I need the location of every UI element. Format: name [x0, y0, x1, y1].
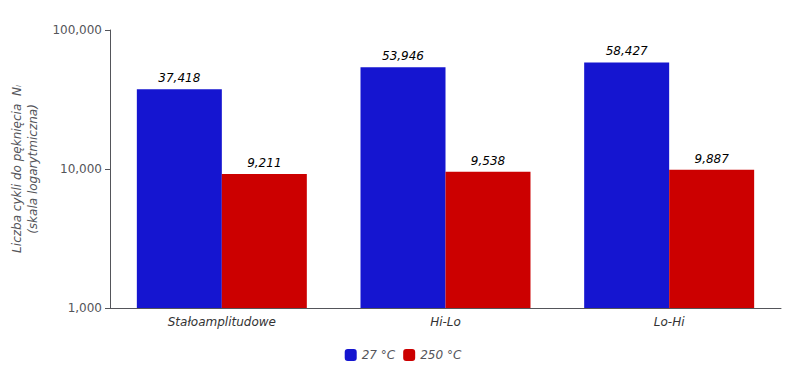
- svg-text:27 °C: 27 °C: [362, 348, 396, 362]
- svg-text:Stałoamplitudowe: Stałoamplitudowe: [168, 315, 276, 329]
- svg-text:9,887: 9,887: [694, 152, 729, 166]
- svg-text:37,418: 37,418: [158, 71, 200, 85]
- svg-text:9,211: 9,211: [247, 156, 281, 170]
- svg-text:9,538: 9,538: [471, 154, 506, 168]
- svg-text:Lo-Hi: Lo-Hi: [654, 315, 685, 329]
- svg-text:250 °C: 250 °C: [420, 348, 462, 362]
- svg-text:100,000: 100,000: [52, 23, 102, 37]
- svg-text:Liczba cykli do pęknięcia Nₗ: Liczba cykli do pęknięcia Nₗ: [10, 85, 24, 253]
- svg-text:Hi-Lo: Hi-Lo: [430, 315, 461, 329]
- svg-text:58,427: 58,427: [606, 44, 648, 58]
- svg-text:53,946: 53,946: [382, 49, 424, 63]
- svg-text:10,000: 10,000: [60, 162, 102, 176]
- svg-text:1,000: 1,000: [68, 301, 102, 315]
- svg-text:(skala logarytmiczna): (skala logarytmiczna): [26, 104, 40, 234]
